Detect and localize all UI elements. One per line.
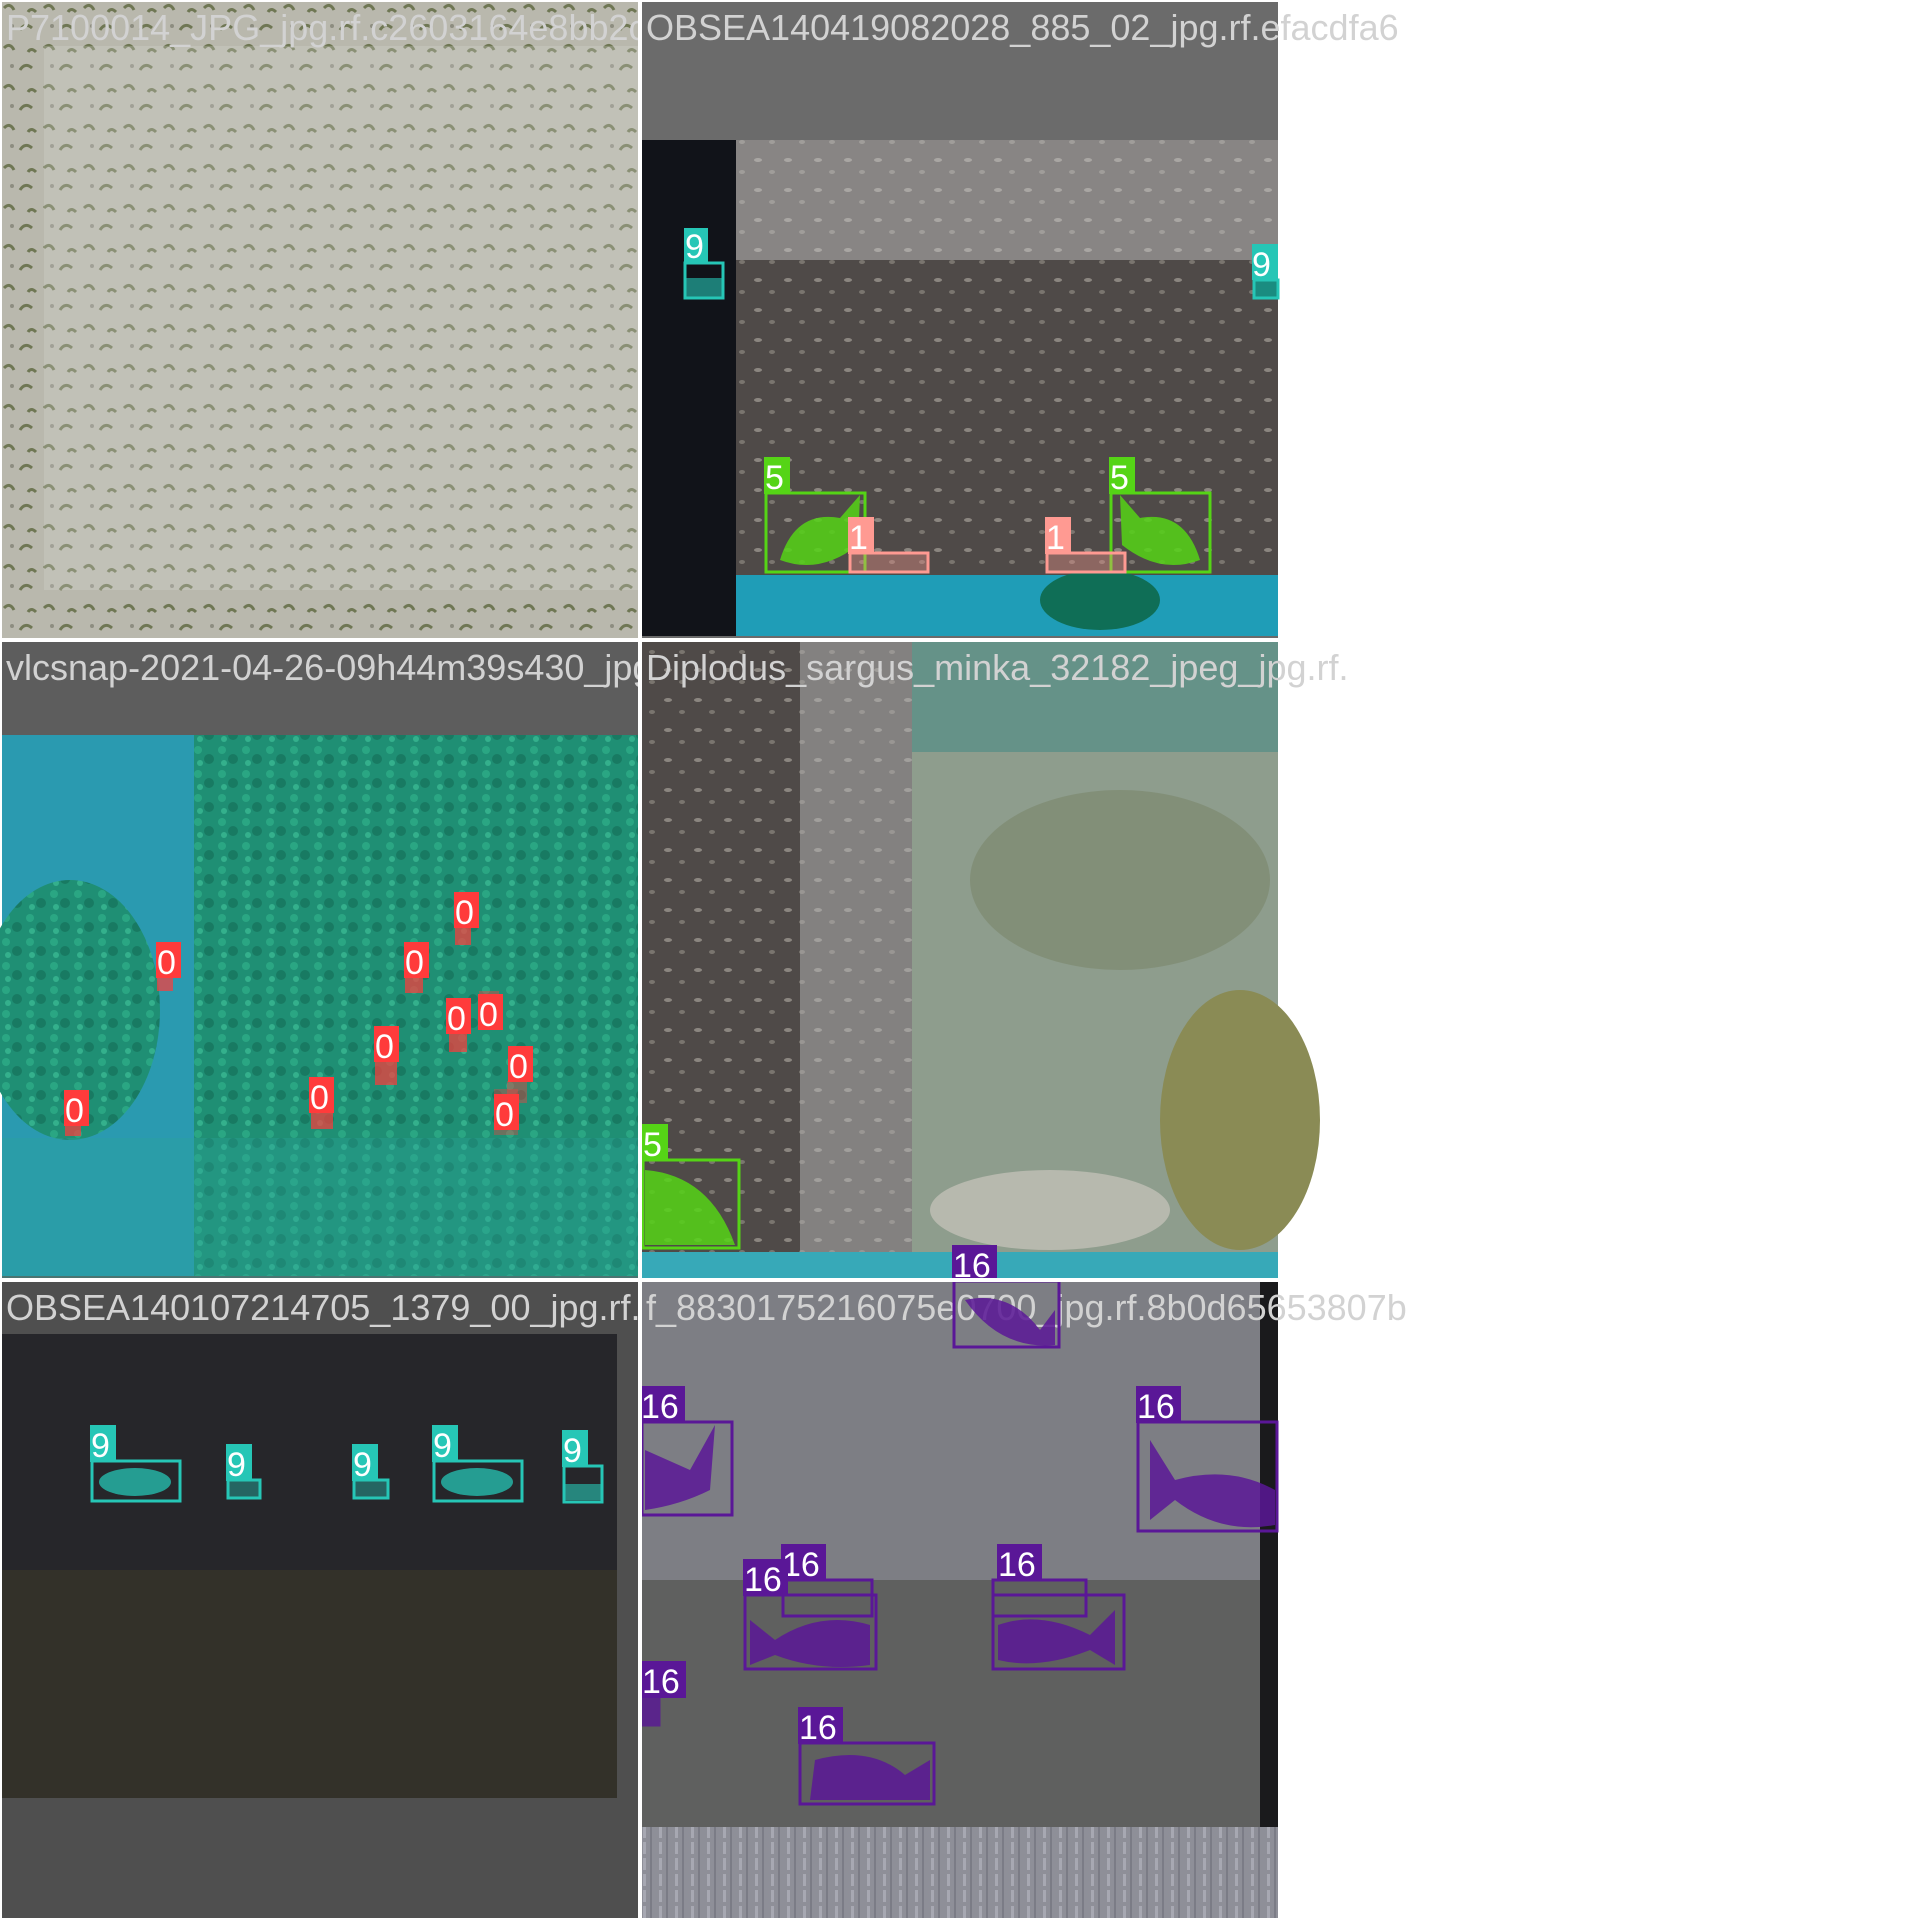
tile-5: f_8830175216075e0700_jpg.rf.8b0d65653807… xyxy=(640,1245,1407,1918)
det-0-f: 0 xyxy=(374,1026,399,1085)
tile-2: vlcsnap-2021-04-26-09h44m39s430_jpg.rf.4… xyxy=(0,642,714,1278)
det-9-c: 9 xyxy=(90,1425,182,1503)
det-0-h-label: 0 xyxy=(310,1079,329,1117)
det-0-d-label: 0 xyxy=(447,1000,466,1038)
det-5-b: 5 xyxy=(1109,457,1212,574)
det-9-a-label: 9 xyxy=(685,228,704,266)
det-0-i-label: 0 xyxy=(495,1096,514,1134)
tile-3: Diplodus_sargus_minka_32182_jpeg_jpg.rf.… xyxy=(641,642,1348,1278)
det-1-a-label: 1 xyxy=(849,519,868,557)
det-0-e-label: 0 xyxy=(479,996,498,1034)
tile-1-wall xyxy=(736,140,1278,575)
det-0-j: 0 xyxy=(64,1090,89,1136)
det-9-c-label: 9 xyxy=(91,1427,110,1465)
tile-1: OBSEA140419082028_885_02_jpg.rf.efacdfa6… xyxy=(642,2,1399,638)
det-9-e: 9 xyxy=(352,1444,390,1500)
det-16-b: 16 xyxy=(640,1386,734,1517)
det-16-g xyxy=(991,1593,1126,1671)
tile-1-water xyxy=(736,575,1278,636)
det-16-c-label: 16 xyxy=(1137,1388,1175,1426)
tile-1-left-strip xyxy=(642,140,736,636)
det-0-h: 0 xyxy=(309,1077,334,1129)
det-16-e: 16 xyxy=(743,1559,878,1671)
det-5-b-label: 5 xyxy=(1110,459,1129,497)
det-1-a: 1 xyxy=(848,517,930,574)
det-0-a-label: 0 xyxy=(455,894,474,932)
det-16-b-label: 16 xyxy=(641,1388,679,1426)
det-0-j-label: 0 xyxy=(65,1092,84,1130)
det-0-e: 0 xyxy=(478,991,503,1034)
det-9-d: 9 xyxy=(226,1444,262,1500)
det-0-c-label: 0 xyxy=(405,944,424,982)
tile-2-title: vlcsnap-2021-04-26-09h44m39s430_jpg.rf.4 xyxy=(6,647,714,688)
det-16-h: 16 xyxy=(641,1661,686,1727)
det-1-b-label: 1 xyxy=(1046,519,1065,557)
det-9-a: 9 xyxy=(683,228,725,300)
det-0-g-label: 0 xyxy=(509,1048,528,1086)
det-1-b: 1 xyxy=(1045,517,1127,574)
det-16-e-label: 16 xyxy=(744,1561,782,1599)
det-9-g-label: 9 xyxy=(563,1432,582,1470)
det-0-c: 0 xyxy=(404,942,429,993)
det-9-e-label: 9 xyxy=(353,1446,372,1484)
det-16-d-label: 16 xyxy=(782,1546,820,1584)
det-9-b: 9 xyxy=(1252,244,1280,300)
det-16-i-label: 16 xyxy=(799,1709,837,1747)
det-0-b-label: 0 xyxy=(157,944,176,982)
det-0-b: 0 xyxy=(156,942,181,991)
det-9-d-label: 9 xyxy=(227,1446,246,1484)
tile-3-title: Diplodus_sargus_minka_32182_jpeg_jpg.rf. xyxy=(646,647,1348,688)
tile-5-bottom-strip xyxy=(642,1827,1278,1918)
det-0-i: 0 xyxy=(494,1089,519,1135)
det-16-f: 16 xyxy=(991,1544,1088,1618)
det-9-g: 9 xyxy=(562,1430,604,1504)
det-16-c: 16 xyxy=(1136,1386,1279,1533)
det-0-f-label: 0 xyxy=(375,1028,394,1066)
det-9-b-label: 9 xyxy=(1252,246,1271,284)
det-9-f: 9 xyxy=(432,1425,524,1503)
det-16-h-label: 16 xyxy=(642,1663,680,1701)
det-16-i: 16 xyxy=(798,1707,936,1806)
det-5-c: 5 xyxy=(641,1124,741,1250)
tile-1-title: OBSEA140419082028_885_02_jpg.rf.efacdfa6 xyxy=(646,7,1399,48)
det-16-d: 16 xyxy=(781,1544,874,1618)
det-0-a: 0 xyxy=(454,892,479,945)
grid-lines xyxy=(0,0,1280,1920)
det-0-d: 0 xyxy=(446,998,471,1052)
tile-4: OBSEA140107214705_1379_00_jpg.rf.b8a0c15… xyxy=(2,1282,779,1918)
det-9-f-label: 9 xyxy=(433,1427,452,1465)
tile-2-reef xyxy=(194,735,638,1276)
det-0-g: 0 xyxy=(507,1046,533,1103)
det-16-f-label: 16 xyxy=(998,1546,1036,1584)
det-5-c-label: 5 xyxy=(643,1126,662,1164)
tile-0-inner-image xyxy=(44,46,638,590)
det-5-a-label: 5 xyxy=(765,459,784,497)
